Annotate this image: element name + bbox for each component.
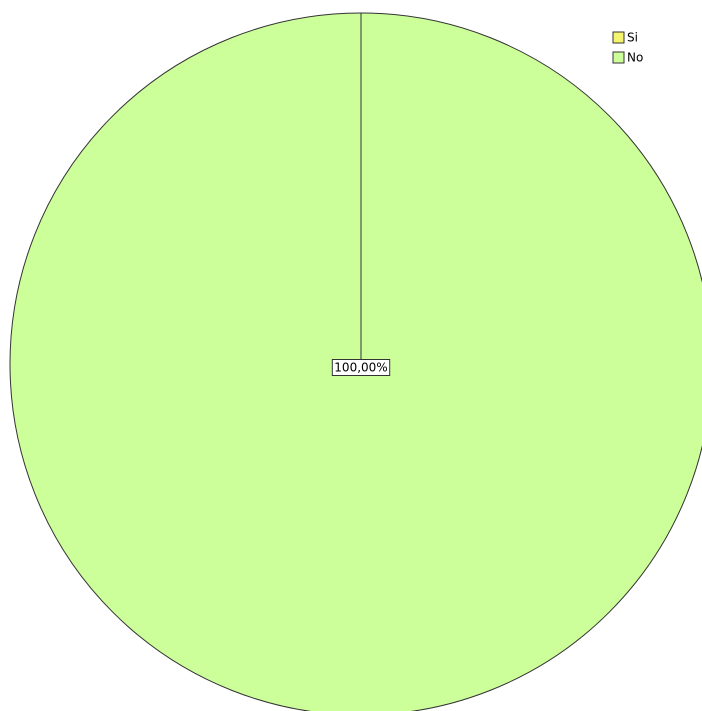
legend-swatch <box>612 31 625 44</box>
legend-label: No <box>627 51 643 65</box>
legend-label: Si <box>627 31 638 45</box>
legend-swatch <box>612 51 625 64</box>
data-label-box <box>331 359 391 376</box>
legend: Si No <box>612 31 643 65</box>
data-label: 100,00% <box>334 361 387 375</box>
data-labels: 100,00% <box>331 359 391 376</box>
